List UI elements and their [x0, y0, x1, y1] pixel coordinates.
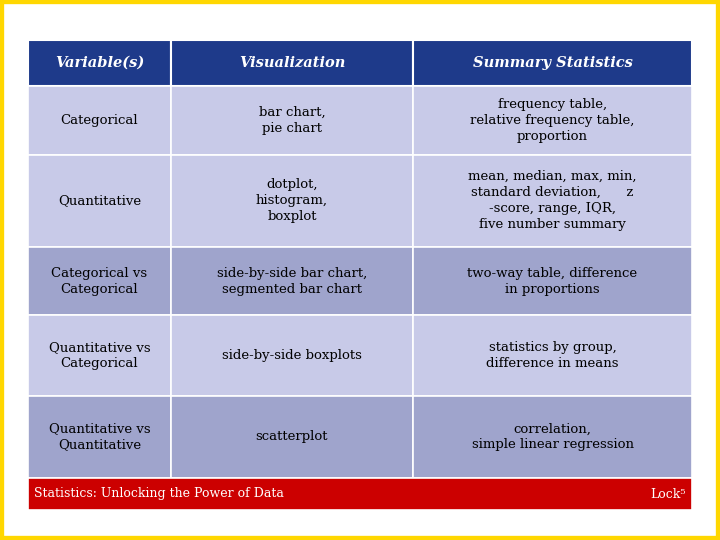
Bar	[171, 315, 413, 396]
Bar	[171, 247, 413, 315]
Bar	[28, 478, 692, 510]
Bar	[171, 396, 413, 478]
Bar	[413, 315, 692, 396]
Text: Quantitative: Quantitative	[58, 194, 141, 207]
Bar	[413, 154, 692, 247]
Text: Categorical: Categorical	[60, 114, 138, 127]
Bar	[28, 86, 171, 154]
Bar	[28, 247, 171, 315]
Text: Lock⁵: Lock⁵	[650, 488, 686, 501]
Text: Variable(s): Variable(s)	[55, 56, 144, 70]
Bar	[28, 396, 171, 478]
Text: Statistics: Unlocking the Power of Data: Statistics: Unlocking the Power of Data	[34, 488, 284, 501]
Text: statistics by group,
difference in means: statistics by group, difference in means	[486, 341, 618, 370]
Bar	[413, 396, 692, 478]
Bar	[28, 40, 171, 86]
Text: bar chart,
pie chart: bar chart, pie chart	[258, 106, 325, 135]
Text: Summary Statistics: Summary Statistics	[472, 56, 632, 70]
Text: Quantitative vs
Quantitative: Quantitative vs Quantitative	[48, 422, 150, 451]
Bar	[413, 86, 692, 154]
Bar	[28, 315, 171, 396]
Bar	[413, 247, 692, 315]
Text: side-by-side bar chart,
segmented bar chart: side-by-side bar chart, segmented bar ch…	[217, 267, 367, 295]
Bar	[171, 40, 413, 86]
Text: correlation,
simple linear regression: correlation, simple linear regression	[472, 422, 634, 451]
Text: side-by-side boxplots: side-by-side boxplots	[222, 349, 362, 362]
Text: dotplot,
histogram,
boxplot: dotplot, histogram, boxplot	[256, 178, 328, 223]
Bar	[171, 86, 413, 154]
Bar	[28, 154, 171, 247]
Text: Categorical vs
Categorical: Categorical vs Categorical	[51, 267, 148, 295]
Text: two-way table, difference
in proportions: two-way table, difference in proportions	[467, 267, 638, 295]
Text: frequency table,
relative frequency table,
proportion: frequency table, relative frequency tabl…	[470, 98, 635, 143]
Text: Quantitative vs
Categorical: Quantitative vs Categorical	[48, 341, 150, 370]
Bar	[171, 154, 413, 247]
Text: scatterplot: scatterplot	[256, 430, 328, 443]
Bar	[413, 40, 692, 86]
Text: Visualization: Visualization	[239, 56, 345, 70]
Text: mean, median, max, min,
standard deviation,      z
-score, range, IQR,
five numb: mean, median, max, min, standard deviati…	[468, 170, 636, 231]
